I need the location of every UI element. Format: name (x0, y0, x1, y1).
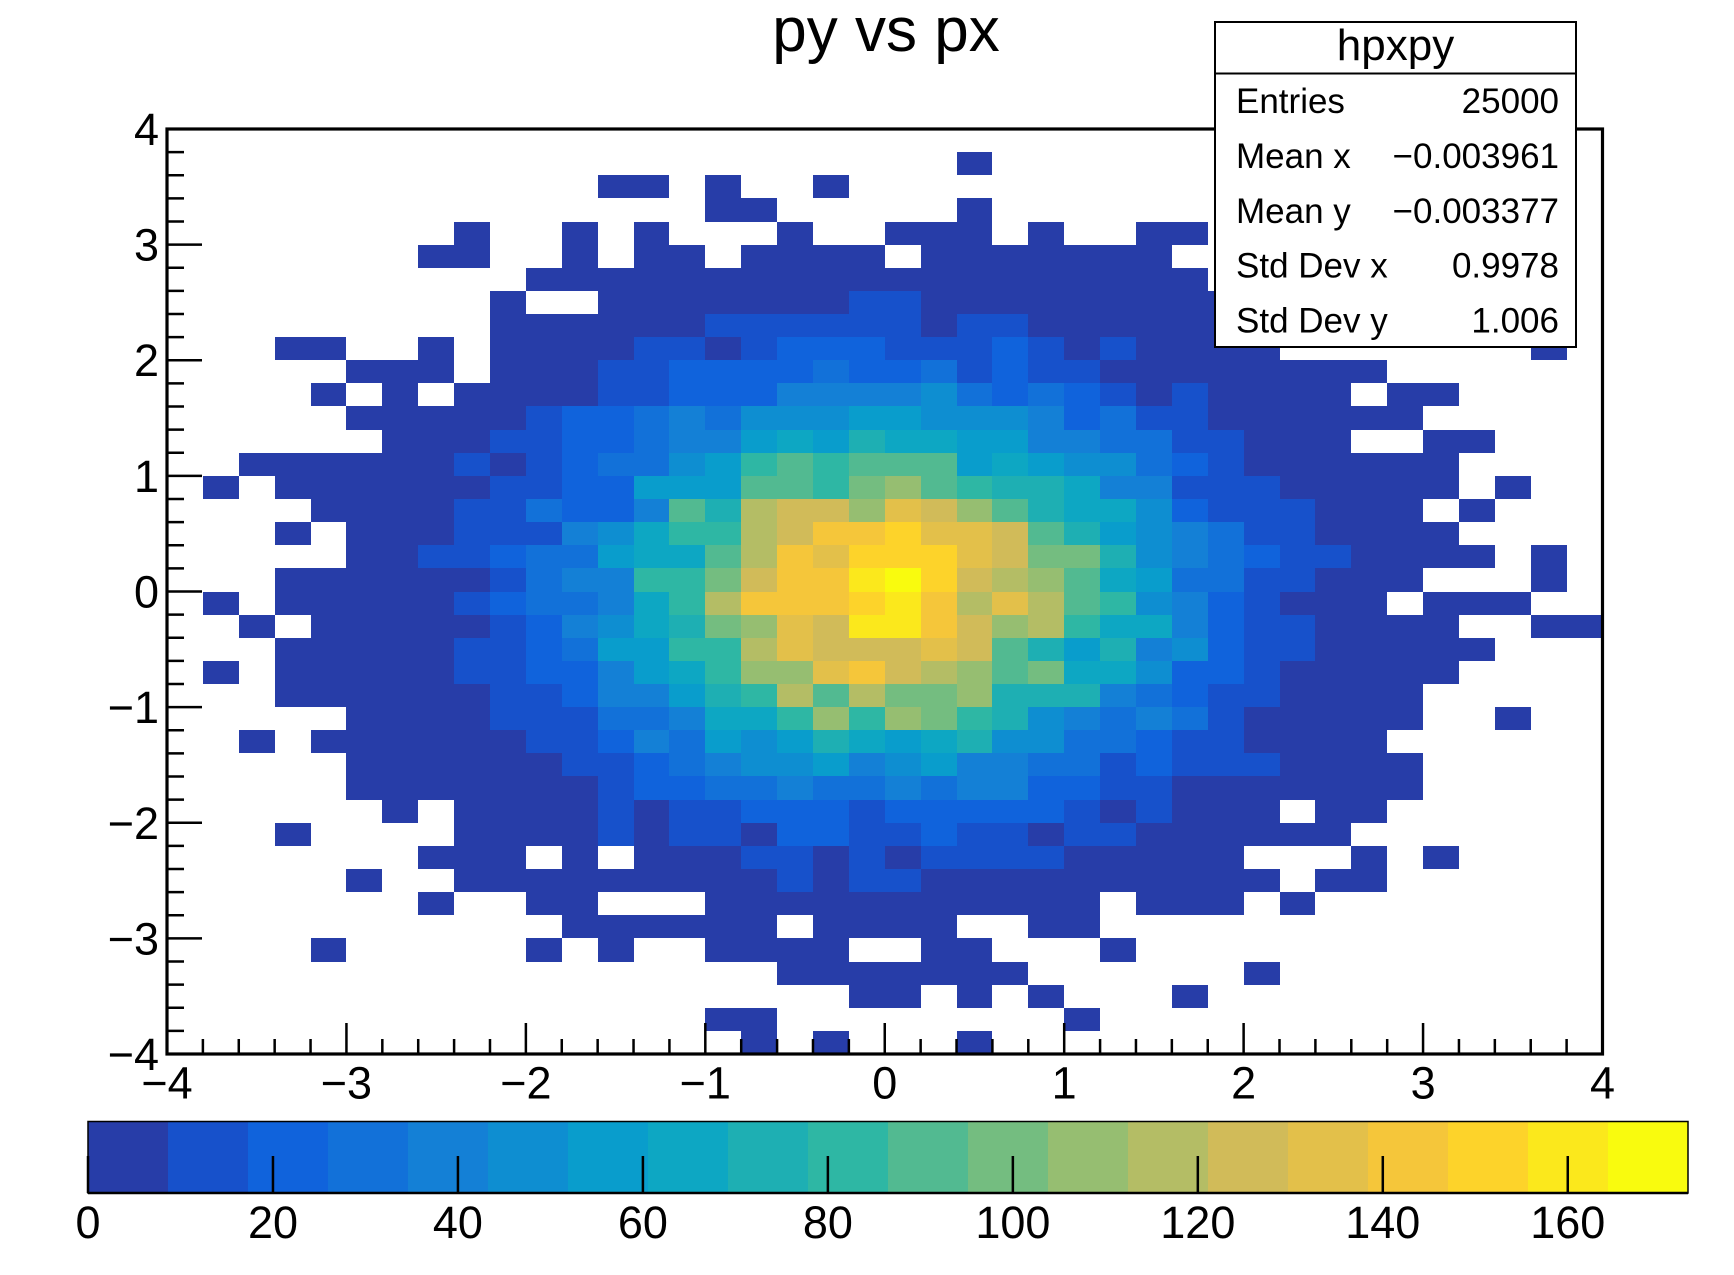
svg-text:hpxpy: hpxpy (1337, 21, 1454, 70)
svg-text:25000: 25000 (1462, 82, 1559, 121)
svg-text:40: 40 (433, 1197, 483, 1248)
svg-text:−0.003377: −0.003377 (1393, 192, 1559, 231)
svg-text:2: 2 (134, 335, 159, 386)
svg-text:0: 0 (134, 567, 159, 618)
svg-text:3: 3 (134, 220, 159, 271)
svg-text:2: 2 (1231, 1058, 1256, 1109)
svg-text:−0.003961: −0.003961 (1393, 137, 1559, 176)
svg-text:4: 4 (134, 104, 159, 155)
svg-text:120: 120 (1160, 1197, 1235, 1248)
svg-text:−3: −3 (108, 913, 159, 964)
svg-text:Mean x: Mean x (1236, 137, 1351, 176)
svg-text:1.006: 1.006 (1471, 301, 1559, 340)
svg-text:1: 1 (134, 451, 159, 502)
svg-text:0: 0 (75, 1197, 100, 1248)
svg-text:−2: −2 (108, 798, 159, 849)
svg-text:3: 3 (1411, 1058, 1436, 1109)
svg-text:Mean y: Mean y (1236, 192, 1351, 231)
svg-text:−4: −4 (141, 1058, 192, 1109)
svg-text:−1: −1 (680, 1058, 731, 1109)
svg-text:−2: −2 (500, 1058, 551, 1109)
svg-text:0: 0 (872, 1058, 897, 1109)
svg-text:160: 160 (1530, 1197, 1605, 1248)
svg-text:80: 80 (803, 1197, 853, 1248)
svg-text:20: 20 (248, 1197, 298, 1248)
svg-text:−3: −3 (321, 1058, 372, 1109)
svg-text:100: 100 (975, 1197, 1050, 1248)
svg-text:Std Dev x: Std Dev x (1236, 247, 1388, 286)
svg-text:Std Dev y: Std Dev y (1236, 301, 1388, 340)
svg-text:−1: −1 (108, 682, 159, 733)
svg-text:140: 140 (1345, 1197, 1420, 1248)
svg-text:60: 60 (618, 1197, 668, 1248)
svg-text:1: 1 (1052, 1058, 1077, 1109)
svg-text:py vs px: py vs px (772, 0, 999, 65)
svg-text:0.9978: 0.9978 (1452, 247, 1559, 286)
svg-text:−4: −4 (108, 1029, 159, 1080)
svg-text:Entries: Entries (1236, 82, 1345, 121)
svg-text:4: 4 (1590, 1058, 1615, 1109)
